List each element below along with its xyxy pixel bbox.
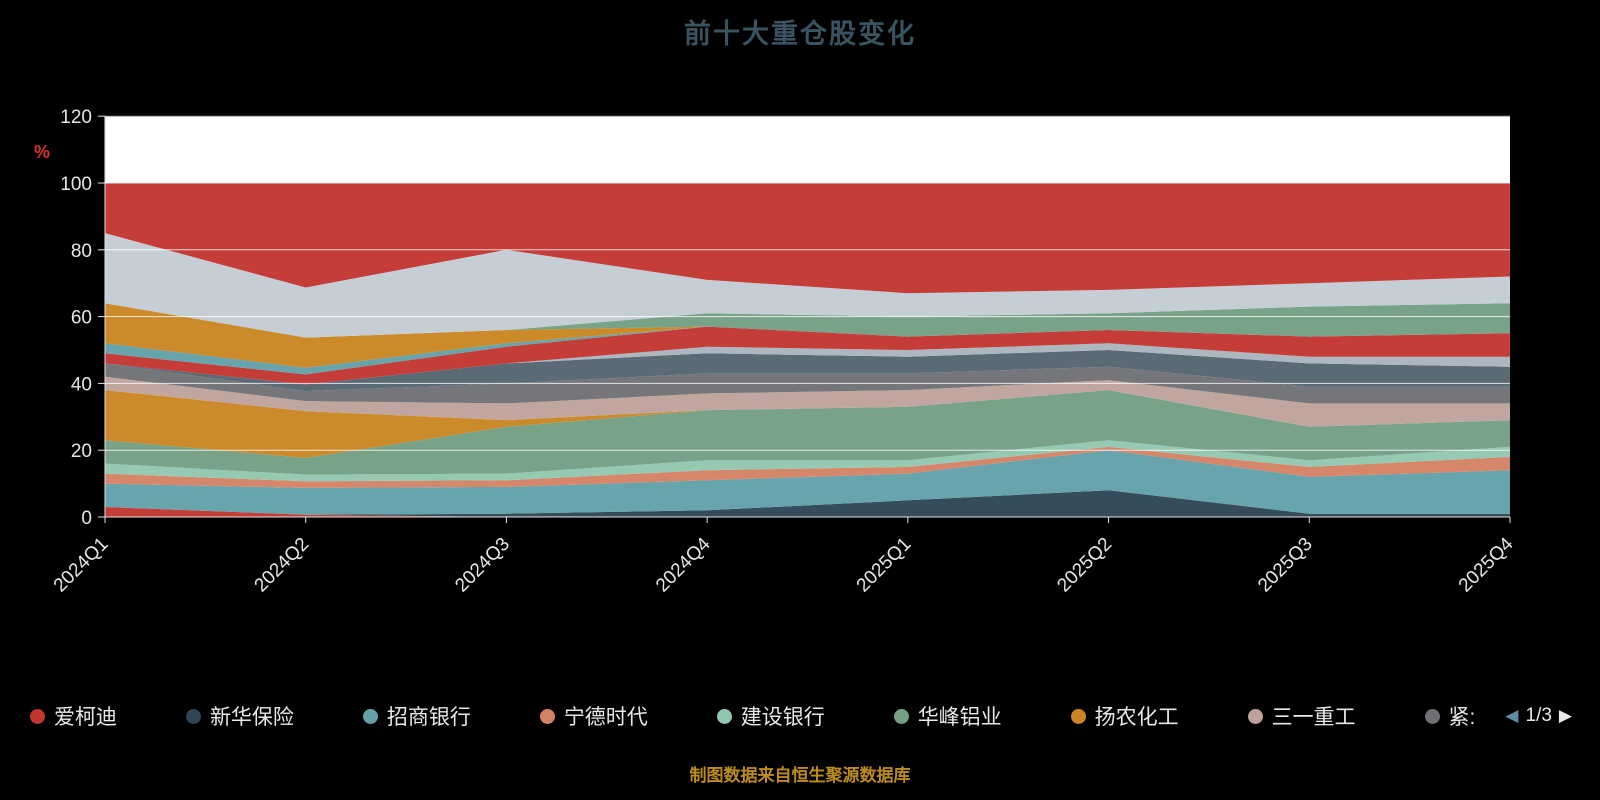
area-宁德时代 [105, 446, 1510, 488]
legend-item[interactable]: 紧: [1424, 701, 1476, 731]
area-新华保险 [105, 490, 1510, 517]
area-series-11 [105, 343, 1510, 385]
svg-text:20: 20 [71, 441, 92, 462]
svg-text:0: 0 [81, 508, 92, 529]
legend-next-icon[interactable]: ▶ [1558, 706, 1572, 725]
area-扬农化工 [105, 390, 1510, 458]
svg-text:2025Q1: 2025Q1 [853, 534, 916, 597]
y-axis-unit-label: % [34, 142, 51, 162]
svg-text:2025Q2: 2025Q2 [1053, 534, 1116, 597]
legend-item[interactable]: 招商银行 [362, 701, 471, 731]
legend-label: 招商银行 [386, 706, 471, 729]
legend-label: 建设银行 [740, 706, 825, 729]
chart-title: 前十大重仓股变化 [684, 19, 916, 49]
svg-text:2024Q2: 2024Q2 [251, 534, 314, 597]
legend-item[interactable]: 建设银行 [716, 701, 825, 731]
legend-label: 紧: [1448, 706, 1476, 729]
legend-swatch-icon [185, 708, 201, 724]
legend-label: 宁德时代 [563, 706, 648, 729]
legend-prev-icon[interactable]: ◀ [1505, 706, 1519, 725]
legend-pager: ◀ 1/3 ▶ [1505, 705, 1572, 727]
area-series-15 [105, 303, 1510, 338]
area-series-10 [105, 350, 1510, 392]
svg-text:2024Q4: 2024Q4 [652, 533, 715, 596]
legend-swatch-icon [539, 708, 555, 724]
svg-text:2024Q3: 2024Q3 [451, 534, 514, 597]
legend-swatch-icon [30, 708, 45, 724]
area-series-16 [105, 233, 1510, 338]
legend-item[interactable]: 爱柯迪 [30, 701, 117, 731]
svg-text:100: 100 [60, 174, 92, 195]
legend-item[interactable]: 新华保险 [185, 701, 294, 731]
legend-page-indicator: 1/3 [1525, 705, 1552, 726]
legend-swatch-icon [1247, 708, 1263, 724]
legend-item[interactable]: 宁德时代 [539, 701, 648, 731]
area-series-12 [105, 326, 1510, 385]
legend-item[interactable]: 三一重工 [1247, 701, 1356, 731]
legend-label: 新华保险 [209, 706, 294, 729]
svg-text:2025Q3: 2025Q3 [1254, 534, 1317, 597]
legend-item[interactable]: 扬农化工 [1070, 701, 1179, 731]
area-series-group [105, 183, 1510, 517]
legend: 爱柯迪 新华保险 招商银行 宁德时代 建设银行 华峰铝业 扬农化工 三一重工 紧: ◀ 1/3 … [30, 701, 1572, 731]
legend-swatch-icon [893, 708, 909, 724]
svg-text:60: 60 [71, 308, 92, 329]
y-axis-labels: 0 20 40 60 80 100 120 [60, 107, 105, 529]
legend-swatch-icon [362, 708, 378, 724]
area-series-14 [105, 303, 1510, 368]
gridlines [105, 115, 1510, 451]
legend-swatch-icon [716, 708, 732, 724]
legend-label: 爱柯迪 [54, 706, 117, 729]
area-series-17 [105, 183, 1510, 294]
area-华峰铝业 [105, 390, 1510, 475]
svg-text:40: 40 [71, 374, 92, 395]
legend-label: 扬农化工 [1094, 706, 1179, 729]
legend-items: 爱柯迪 新华保险 招商银行 宁德时代 建设银行 华峰铝业 扬农化工 三一重工 紧: [30, 701, 1475, 731]
area-爱柯迪 [105, 507, 1510, 517]
legend-swatch-icon [1070, 708, 1086, 724]
svg-text:2024Q1: 2024Q1 [50, 534, 113, 597]
legend-label: 华峰铝业 [917, 706, 1002, 729]
area-招商银行 [105, 450, 1510, 515]
legend-label: 三一重工 [1271, 706, 1356, 729]
legend-item[interactable]: 华峰铝业 [893, 701, 1002, 731]
data-source-note: 制图数据来自恒生聚源数据库 [689, 766, 911, 785]
legend-swatch-icon [1424, 708, 1440, 724]
svg-text:2025Q4: 2025Q4 [1455, 533, 1518, 596]
svg-text:120: 120 [60, 107, 92, 128]
svg-text:80: 80 [71, 241, 92, 262]
x-axis-labels: 2024Q1 2024Q2 2024Q3 2024Q4 2025Q1 2025Q2 2025… [50, 517, 1518, 596]
area-三一重工 [105, 376, 1510, 427]
